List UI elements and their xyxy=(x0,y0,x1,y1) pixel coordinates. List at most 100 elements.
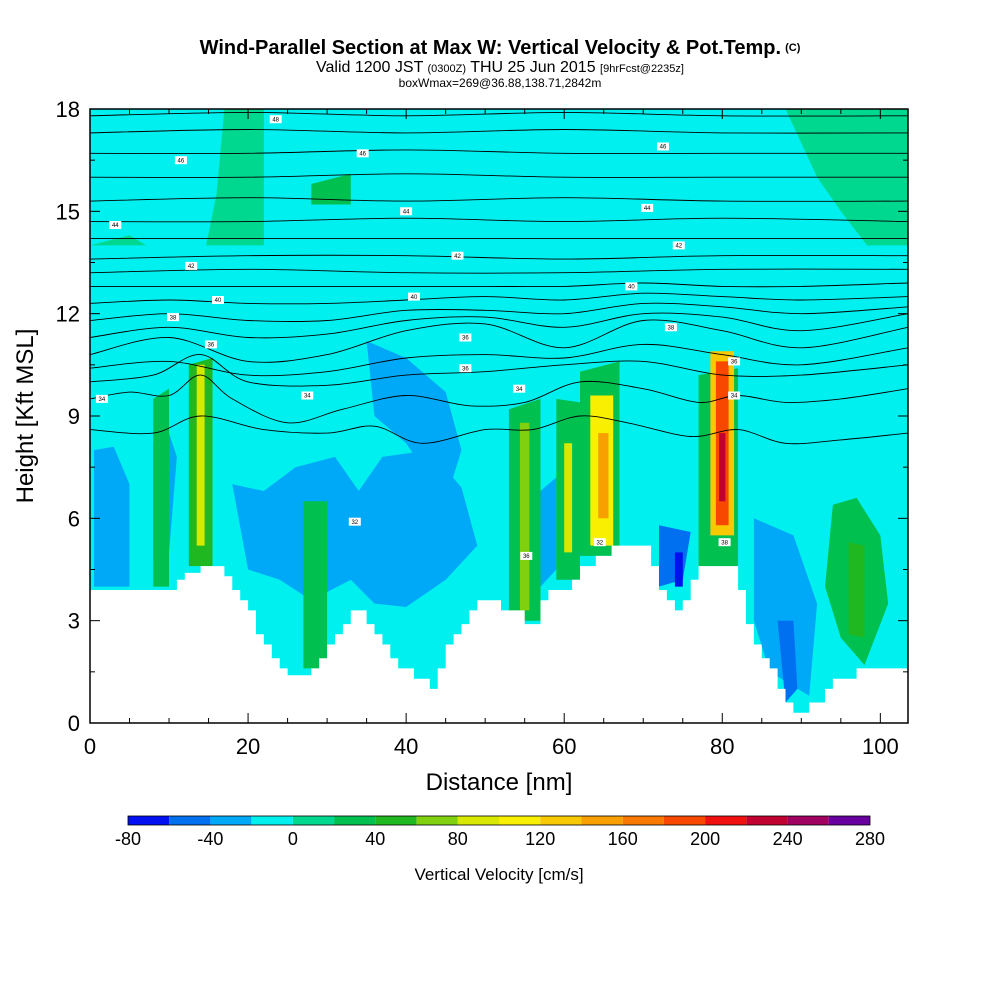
velocity-region xyxy=(519,422,530,611)
velocity-region xyxy=(366,341,462,502)
isotherm-label: 44 xyxy=(400,207,413,216)
isotherm-label: 46 xyxy=(356,149,369,158)
colorbar-swatch xyxy=(663,816,706,825)
isotherm-label: 40 xyxy=(408,292,420,301)
y-tick-label: 0 xyxy=(68,711,80,736)
colorbar-swatch xyxy=(457,816,499,825)
isotherm-label: 38 xyxy=(664,323,677,332)
isotherm-label-text: 40 xyxy=(628,285,635,291)
colorbar-swatch xyxy=(499,816,541,825)
isotherm-label-text: 44 xyxy=(644,206,651,212)
copyright-mark: (C) xyxy=(785,42,801,54)
isotherm-label: 40 xyxy=(212,296,224,304)
isotherm-label-text: 36 xyxy=(462,336,469,342)
isotherm-label-bg xyxy=(459,364,472,373)
chart-title: Wind-Parallel Section at Max W: Vertical… xyxy=(199,37,782,59)
isotherm-label: 42 xyxy=(451,251,464,260)
isotherm-label-bg xyxy=(95,394,108,403)
isotherm-label-text: 36 xyxy=(731,360,738,366)
velocity-region xyxy=(564,443,573,553)
isotherm-label: 34 xyxy=(95,394,108,403)
isotherm-line xyxy=(90,217,908,223)
isotherm-line xyxy=(90,343,908,377)
isotherm-line xyxy=(90,129,908,134)
colorbar-label: 200 xyxy=(690,829,720,849)
isotherm-label-bg xyxy=(728,357,741,366)
subtitle-date: THU 25 Jun 2015 xyxy=(470,59,596,76)
x-tick-label: 100 xyxy=(862,734,899,759)
isotherm-label: 46 xyxy=(174,156,187,165)
isotherm-labels: 48 46 46 46 44 44 44 42 42 42 40 40 40 38 38 36 36 36 36 34… xyxy=(95,115,741,560)
isotherm-label-text: 38 xyxy=(721,540,728,546)
isotherm-label-text: 32 xyxy=(351,520,358,526)
isotherm-label-text: 42 xyxy=(454,254,461,260)
isotherm-label-bg xyxy=(348,517,361,526)
velocity-region xyxy=(674,552,683,587)
isotherm-line xyxy=(90,268,908,274)
subtitle-valid: Valid 1200 JST xyxy=(316,59,424,76)
x-axis: 0 20 40 60 80 100 xyxy=(84,109,899,759)
colorbar-label: 80 xyxy=(448,829,468,849)
y-tick-label: 3 xyxy=(68,609,80,634)
isotherm-line xyxy=(90,319,908,363)
isotherm-label-bg xyxy=(109,221,122,229)
colorbar: -80 -40 0 40 80 120 160 200 240 280 xyxy=(115,815,885,849)
isotherm-label: 34 xyxy=(728,391,741,400)
isotherm-label: 48 xyxy=(269,115,282,124)
isotherm-label-text: 38 xyxy=(668,326,675,332)
isotherm-label-text: 44 xyxy=(112,223,119,229)
colorbar-swatch xyxy=(540,816,582,825)
isotherm-label-bg xyxy=(593,538,606,547)
x-tick-label: 0 xyxy=(84,734,96,759)
velocity-region xyxy=(719,433,726,502)
y-tick-label: 18 xyxy=(56,97,80,122)
y-tick-label: 12 xyxy=(56,302,80,327)
x-axis-title: Distance [nm] xyxy=(426,769,573,796)
isotherm-label-bg xyxy=(269,115,282,124)
isotherm-label: 36 xyxy=(728,357,741,366)
isotherm-label-text: 46 xyxy=(660,145,667,151)
isotherm-label-bg xyxy=(301,391,314,400)
isotherm-label: 36 xyxy=(459,333,472,342)
velocity-region xyxy=(196,364,205,546)
colorbar-swatch xyxy=(622,816,664,825)
isotherm-label-text: 34 xyxy=(731,394,738,400)
isotherm-label-text: 34 xyxy=(516,387,523,393)
isotherm-label: 40 xyxy=(625,282,638,291)
x-tick-label: 80 xyxy=(710,734,734,759)
isotherm-line xyxy=(90,282,908,288)
colorbar-label: 0 xyxy=(288,829,298,849)
velocity-region xyxy=(94,446,130,587)
isotherm-label: 36 xyxy=(204,340,217,349)
isotherm-line xyxy=(90,292,908,305)
isotherm-label-text: 34 xyxy=(99,397,106,403)
isotherm-label-text: 48 xyxy=(272,117,279,123)
isotherm-label: 42 xyxy=(185,261,198,270)
colorbar-swatch xyxy=(375,816,417,825)
colorbar-swatch xyxy=(292,816,335,825)
subtitle-utc: (0300Z) xyxy=(427,63,467,75)
isotherm-label-text: 34 xyxy=(304,394,311,400)
isotherm-label-bg xyxy=(185,261,198,270)
isotherm-label: 32 xyxy=(593,538,606,547)
x-tick-label: 20 xyxy=(236,734,260,759)
x-tick-label: 40 xyxy=(394,734,418,759)
isotherm-label: 44 xyxy=(109,221,122,229)
title-block: Wind-Parallel Section at Max W: Vertical… xyxy=(0,36,1000,89)
chart-subtitle: Valid 1200 JST (0300Z) THU 25 Jun 2015 [… xyxy=(0,60,1000,77)
chart-subtitle-2: boxWmax=269@36.88,138.71,2842m xyxy=(398,76,602,90)
isotherm-label-bg xyxy=(174,156,187,165)
isotherm-label-bg xyxy=(625,282,638,291)
velocity-region xyxy=(153,388,169,587)
isotherm-label-bg xyxy=(459,333,472,342)
velocity-region xyxy=(540,477,557,587)
colorbar-label: 280 xyxy=(855,829,885,849)
isotherm-label: 38 xyxy=(718,538,731,546)
colorbar-swatch xyxy=(581,816,623,825)
isotherm-label: 44 xyxy=(641,203,654,212)
isotherm-label-text: 46 xyxy=(178,158,185,164)
colorbar-label: -40 xyxy=(197,829,223,849)
isotherm-label-text: 46 xyxy=(359,152,366,158)
